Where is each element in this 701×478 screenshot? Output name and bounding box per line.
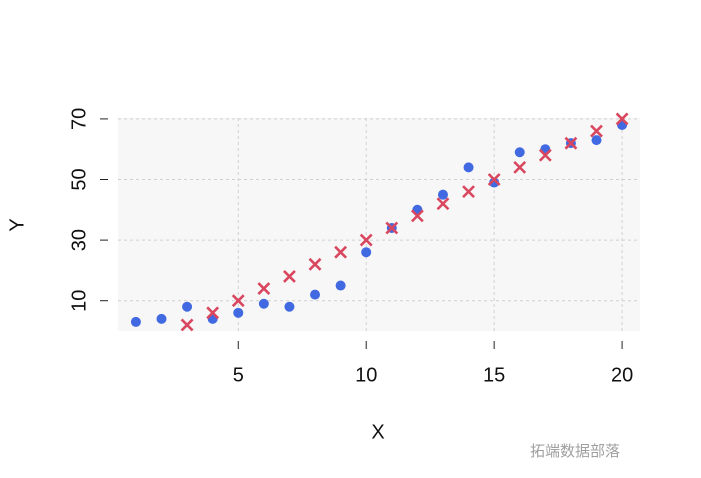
point-cross bbox=[206, 306, 220, 320]
point-cross bbox=[410, 209, 424, 223]
point-circle bbox=[233, 307, 244, 318]
point-circle bbox=[258, 298, 269, 309]
x-tick-label: 10 bbox=[355, 364, 377, 386]
point-cross bbox=[257, 282, 271, 296]
point-cross bbox=[436, 197, 450, 211]
watermark: 拓端数据部落 bbox=[530, 443, 620, 460]
point-cross bbox=[180, 318, 194, 332]
x-tick-label: 15 bbox=[483, 364, 505, 386]
point-cross bbox=[590, 124, 603, 138]
y-tick-label: 30 bbox=[68, 229, 90, 251]
point-cross bbox=[231, 294, 245, 308]
point-cross bbox=[385, 221, 399, 235]
point-circle bbox=[463, 162, 474, 173]
point-cross bbox=[513, 160, 527, 174]
point-circle bbox=[437, 189, 448, 200]
x-tick-label: 20 bbox=[611, 364, 633, 386]
point-circle bbox=[591, 135, 602, 146]
point-circle bbox=[489, 177, 500, 188]
point-circle bbox=[361, 247, 372, 258]
point-cross bbox=[334, 245, 348, 259]
point-circle bbox=[182, 301, 193, 312]
plot-panel bbox=[118, 118, 640, 331]
point-cross bbox=[283, 270, 296, 283]
point-circle bbox=[310, 289, 321, 300]
x-tick-label: 5 bbox=[233, 364, 244, 386]
y-tick-label: 70 bbox=[68, 108, 90, 130]
point-cross bbox=[564, 136, 578, 150]
point-circle bbox=[335, 280, 346, 291]
point-circle bbox=[514, 147, 525, 158]
point-circle bbox=[156, 313, 167, 324]
point-cross bbox=[487, 173, 501, 186]
point-circle bbox=[130, 316, 141, 327]
point-cross bbox=[359, 233, 373, 247]
point-cross bbox=[538, 148, 552, 162]
point-circle bbox=[284, 301, 295, 312]
point-cross bbox=[308, 257, 322, 271]
point-cross bbox=[462, 185, 475, 199]
y-axis-label: Y bbox=[6, 218, 28, 231]
point-cross bbox=[615, 112, 629, 126]
x-axis-label: X bbox=[371, 421, 384, 443]
y-tick-label: 50 bbox=[68, 168, 90, 190]
y-tick-label: 10 bbox=[68, 290, 90, 312]
